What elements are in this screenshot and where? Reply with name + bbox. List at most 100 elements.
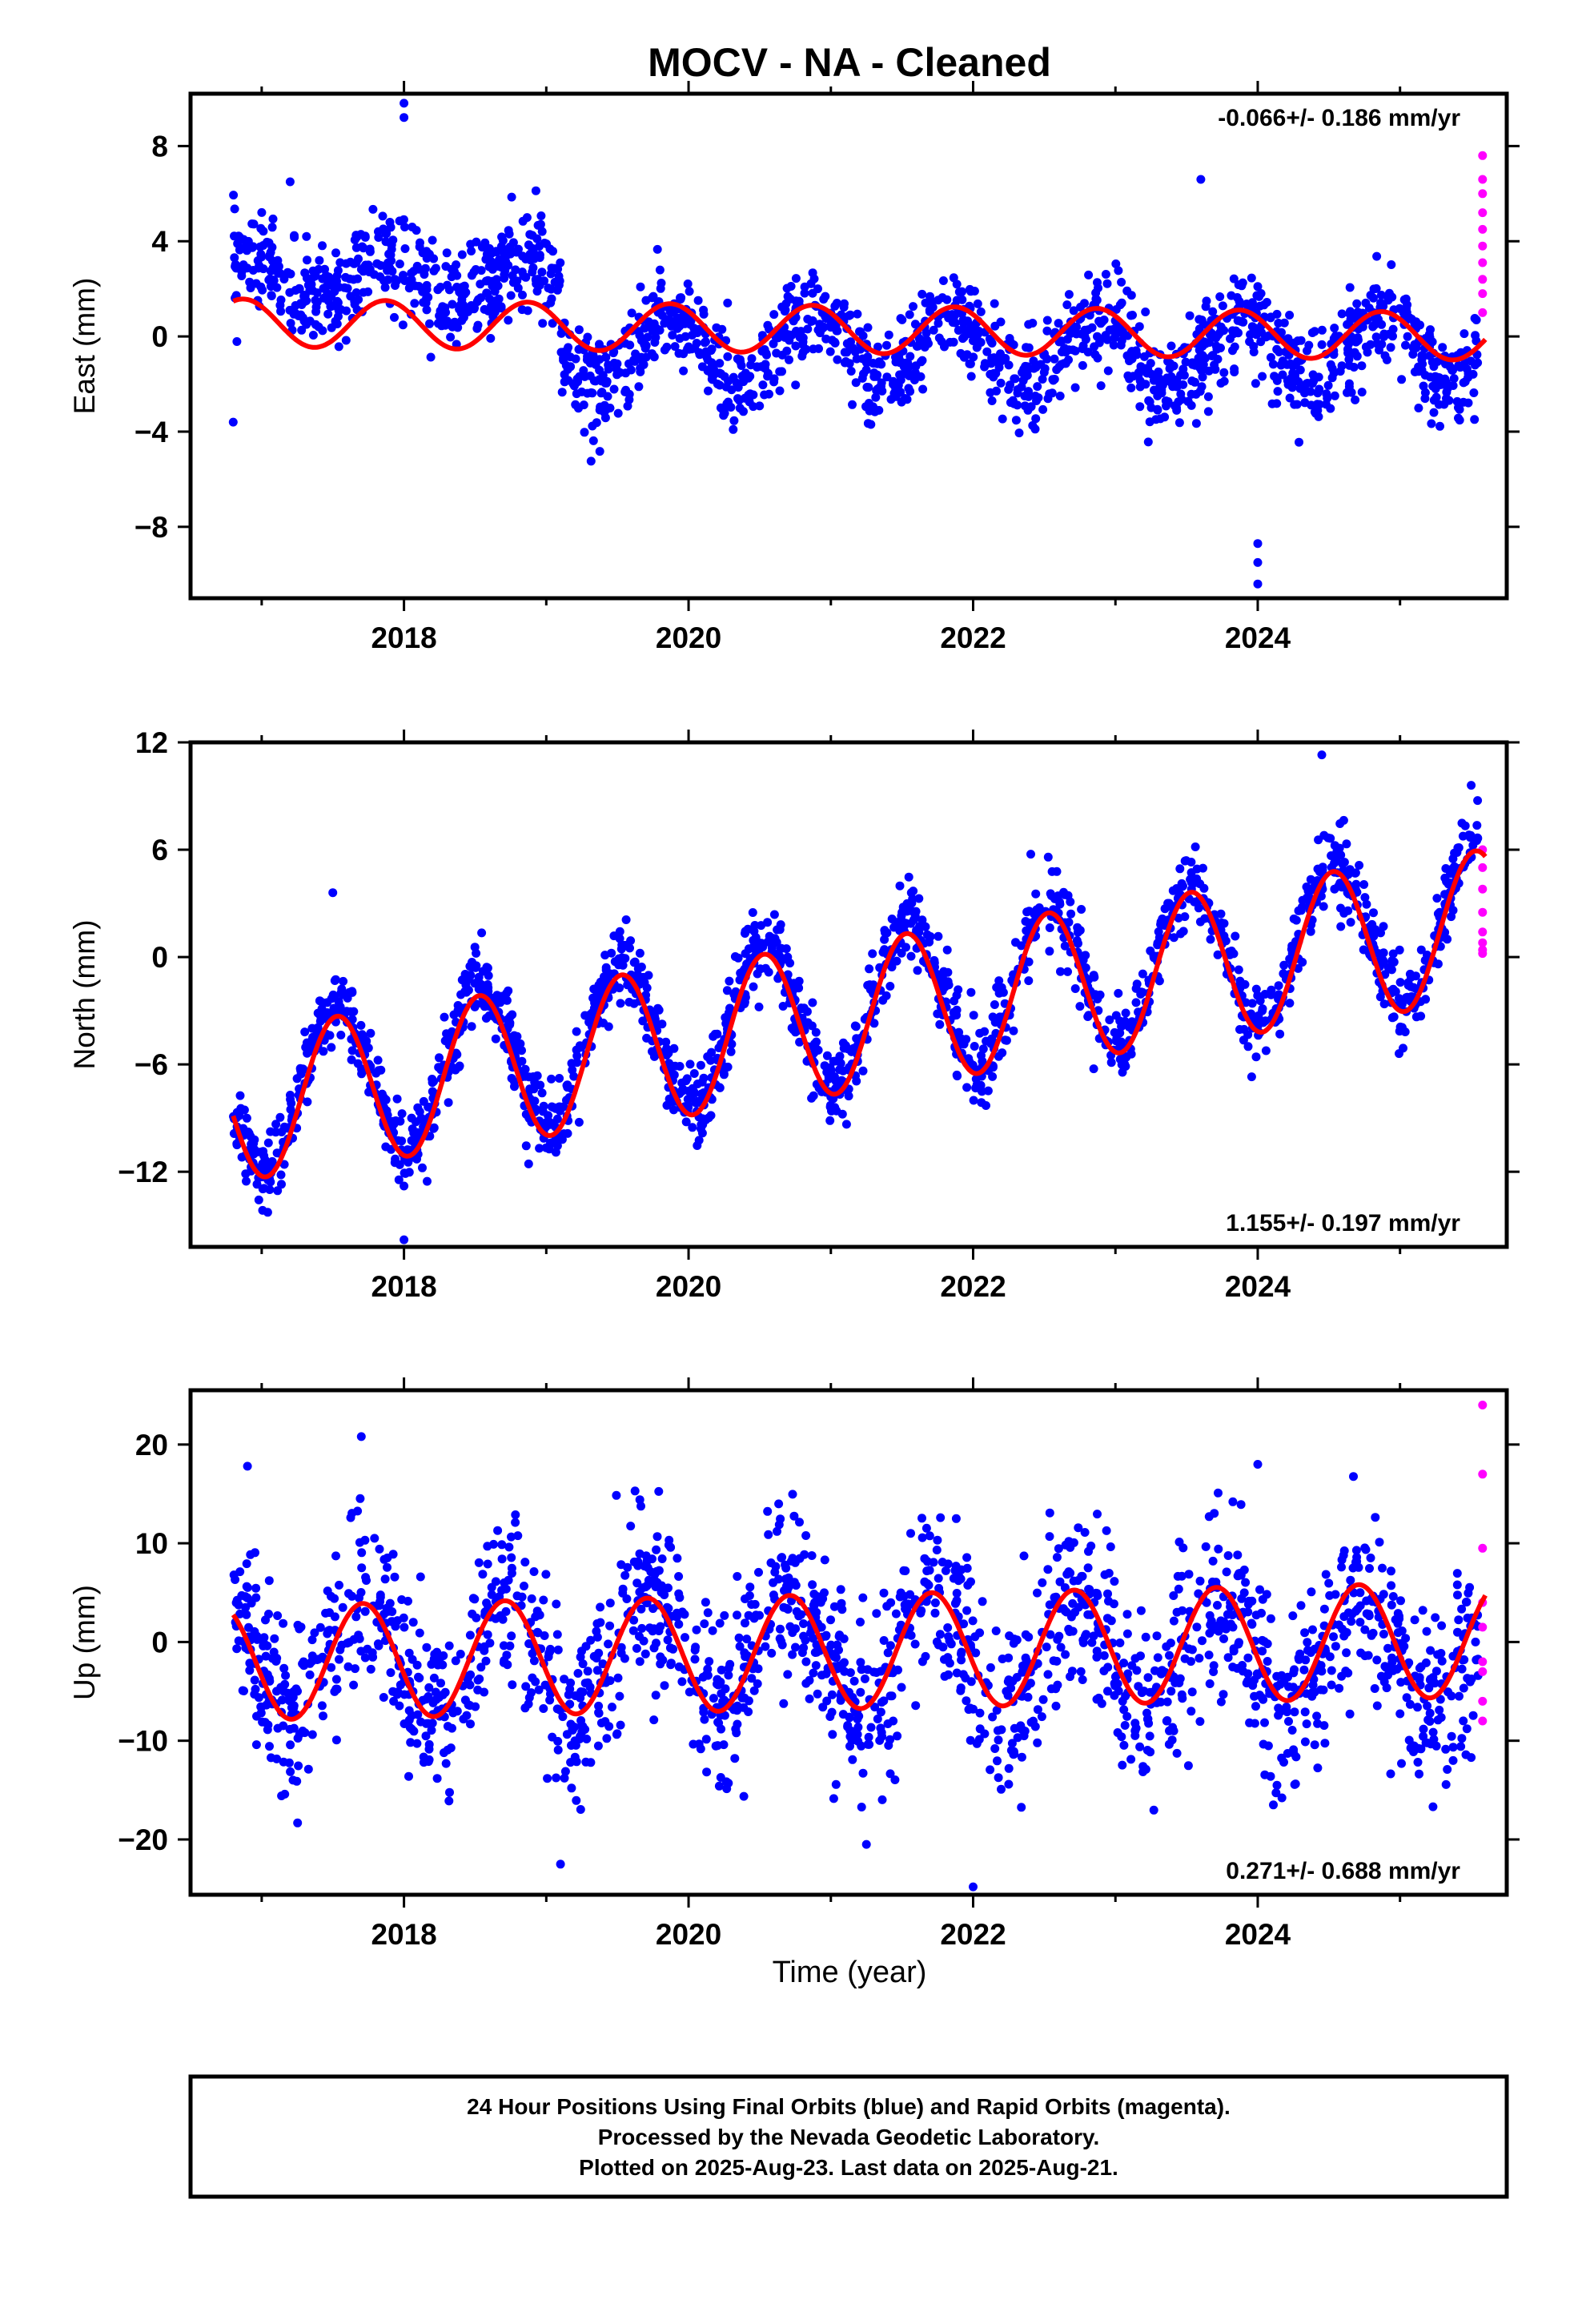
up-data-point [791,1624,801,1634]
up-data-point [1083,1610,1093,1619]
east-data-point [1307,379,1317,388]
east-data-point [634,382,644,392]
east-data-point [648,293,657,303]
up-data-point [714,1781,724,1791]
east-data-point [970,320,978,330]
up-data-point [856,1618,865,1626]
north-data-point [1024,976,1034,986]
east-data-point [1377,320,1387,329]
east-data-point [1375,345,1383,355]
north-data-point [1146,946,1155,955]
east-data-point [1001,354,1010,363]
up-data-point [1329,1632,1338,1642]
north-data-point [1388,949,1398,959]
north-data-point [636,963,646,971]
up-data-point [920,1577,930,1586]
north-data-point [1411,1012,1421,1022]
east-data-point [1009,340,1018,350]
east-data-point [272,283,282,292]
north-data-point [682,1074,692,1084]
north-data-point [551,1148,560,1157]
up-data-point [250,1675,259,1685]
north-data-point [1433,959,1443,969]
east-rapid-points [1478,151,1488,317]
up-data-point [885,1641,895,1651]
east-data-point [1216,379,1226,388]
up-data-point [1247,1618,1256,1628]
north-data-point [758,941,768,951]
north-data-point [621,915,631,924]
up-data-point [654,1486,664,1496]
east-data-point [604,360,613,370]
north-data-point [865,980,874,990]
up-data-point [1103,1663,1113,1672]
east-data-point [1036,360,1046,369]
north-data-point [1111,1036,1121,1046]
east-data-point [504,229,514,239]
up-data-point [783,1670,793,1679]
up-data-point [777,1637,786,1646]
east-data-point [1464,398,1473,408]
east-outlier-point [228,417,238,427]
east-data-point [546,269,556,279]
up-data-point [705,1657,714,1667]
north-data-point [1066,897,1075,907]
east-data-point [508,238,518,247]
north-data-point [741,949,750,959]
north-data-point [990,1000,999,1009]
east-data-point [1011,416,1021,425]
north-data-point [392,1094,402,1104]
east-data-point [1462,364,1472,374]
east-data-point [1274,319,1283,328]
east-data-point [1278,359,1287,368]
up-data-point [1457,1734,1467,1743]
up-data-point [1113,1728,1122,1737]
east-data-point [1165,364,1174,373]
up-data-point [1388,1592,1398,1601]
north-data-point [1388,984,1398,994]
east-data-point [467,271,476,280]
north-rapid-point [1478,949,1488,959]
east-data-point [685,287,694,296]
north-data-point [418,1163,427,1172]
east-data-point [234,231,243,241]
north-rapid-point [1478,907,1488,917]
north-data-point [831,1056,841,1066]
east-data-point [937,337,946,346]
up-data-point [709,1694,718,1703]
north-data-point [455,1062,464,1072]
east-data-point [668,331,677,340]
up-data-point [1313,1763,1323,1773]
east-data-point [910,320,920,329]
east-data-point [1111,259,1121,268]
north-data-point [242,1113,251,1123]
north-data-point [292,1074,302,1084]
east-data-point [851,378,861,388]
up-data-point [911,1701,921,1711]
north-data-point [749,943,758,951]
north-data-point [983,1086,993,1096]
north-data-point [1339,815,1348,825]
east-data-point [1267,399,1277,408]
north-data-point [1289,914,1299,923]
up-data-point [994,1735,1003,1745]
east-data-point [1388,332,1397,341]
up-data-point [321,1608,331,1618]
east-data-point [1197,366,1207,376]
up-data-point [576,1805,585,1814]
east-data-point [621,368,630,378]
north-data-point [906,951,916,961]
north-data-point [1190,879,1199,887]
east-data-point [1403,332,1412,341]
north-data-point [1114,988,1123,998]
east-data-point [255,242,265,251]
east-data-point [466,239,476,249]
east-data-point [425,319,434,328]
east-data-point [785,355,793,364]
north-data-point [971,1084,981,1093]
up-data-point [669,1644,678,1654]
east-data-point [1352,299,1362,308]
east-data-point [1295,365,1305,375]
east-data-point [946,337,955,347]
east-data-point [830,301,840,311]
